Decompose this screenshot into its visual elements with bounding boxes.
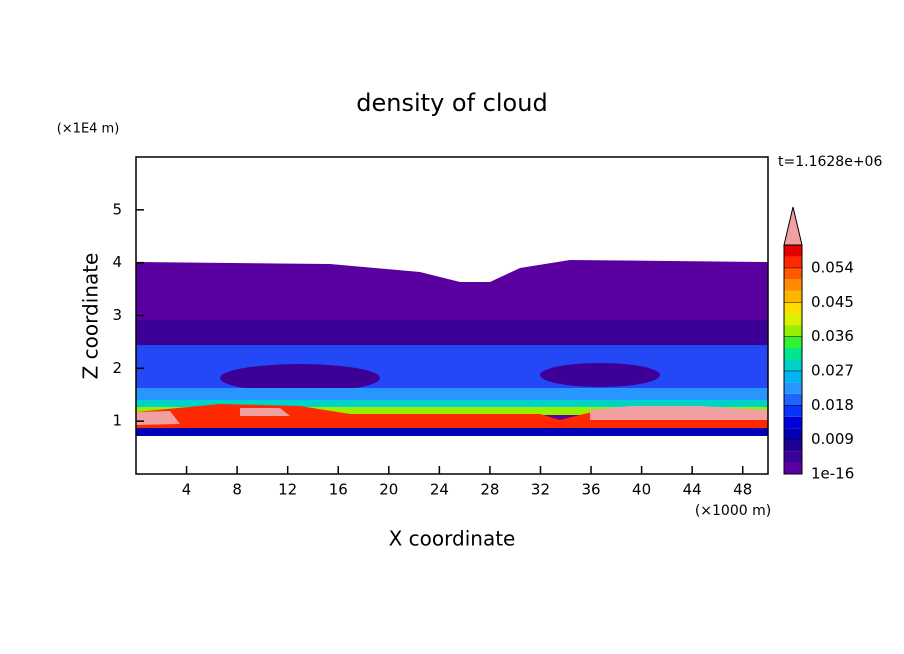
contour-field [136,260,768,436]
time-label: t=1.1628e+06 [778,154,882,170]
x-tick-label: 8 [232,481,242,499]
y-tick-label: 3 [112,306,122,324]
y-axis-label: Z coordinate [79,253,103,380]
colorbar-segment [784,428,802,440]
colorbar-tick-label: 0.036 [811,327,854,345]
colorbar-segment [784,348,802,360]
y-tick-label: 5 [112,200,122,218]
colorbar-segment [784,462,802,474]
y-unit: (×1E4 m) [57,122,120,137]
colorbar-tick-label: 0.054 [811,258,854,276]
colorbar-segment [784,439,802,452]
x-unit: (×1000 m) [695,503,771,519]
colorbar-segment [784,313,802,326]
y-tick-label: 2 [112,359,122,377]
colorbar-segment [784,336,802,349]
colorbar-tick-label: 0.009 [811,430,854,448]
colorbar-segment [784,451,802,463]
colorbar-segment [784,245,802,257]
x-axis-label: X coordinate [389,527,516,551]
colorbar-extension [783,206,803,246]
chart-title: density of cloud [356,89,547,117]
colorbar-segment [784,256,802,268]
x-tick-label: 48 [733,481,752,499]
y-tick-label: 1 [112,412,122,430]
y-tick-label: 4 [112,253,122,271]
x-tick-label: 16 [329,481,348,499]
colorbar-segment [784,302,802,314]
colorbar-segment [784,267,802,280]
x-tick-label: 12 [278,481,297,499]
colorbar-tick-label: 0.018 [811,396,854,414]
colorbar-segment [784,382,802,394]
colorbar-segment [784,279,802,291]
colorbar-segment [784,325,802,337]
colorbar-segment [784,290,802,303]
x-tick-label: 4 [182,481,192,499]
colorbar-segment [784,359,802,371]
colorbar-segment [784,416,802,429]
colorbar-segment [784,370,802,383]
x-tick-label: 20 [379,481,398,499]
colorbar-tick-label: 1e-16 [811,465,854,483]
colorbar-segment [784,393,802,406]
x-tick-label: 24 [430,481,449,499]
x-tick-label: 32 [531,481,550,499]
colorbar-tick-label: 0.045 [811,293,854,311]
x-tick-label: 40 [632,481,651,499]
colorbar-segment [784,405,802,417]
x-tick-label: 28 [480,481,499,499]
colorbar-tick-label: 0.027 [811,361,854,379]
x-tick-label: 44 [683,481,702,499]
x-tick-label: 36 [581,481,600,499]
